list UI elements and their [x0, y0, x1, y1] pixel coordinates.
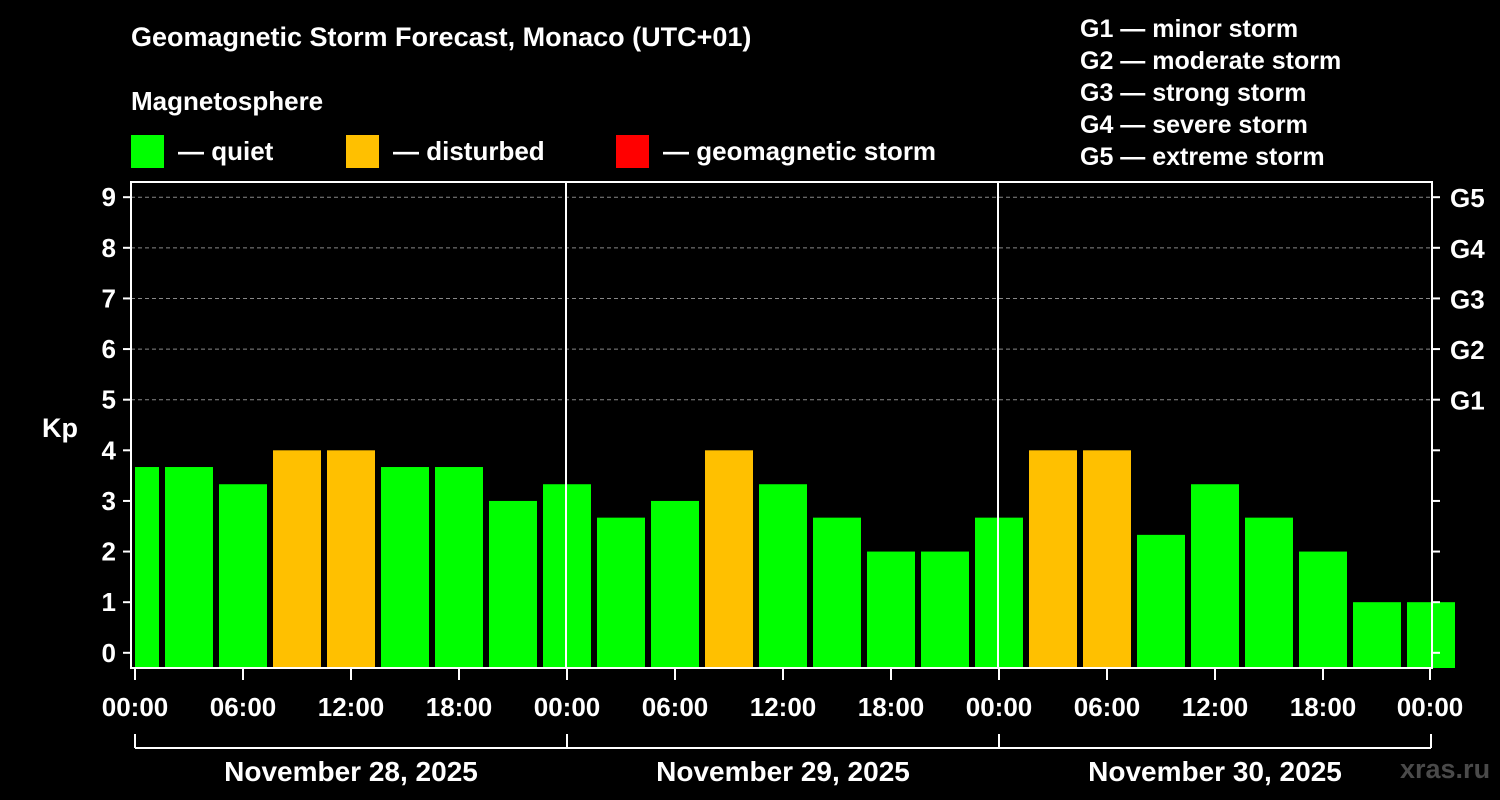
kp-bar [867, 551, 915, 668]
x-tick-label: 12:00 [750, 692, 817, 722]
y-tick-label: 7 [102, 283, 116, 313]
legend-label-quiet: — quiet [178, 135, 274, 166]
y-tick-label: 1 [102, 587, 116, 617]
y-tick-label: 9 [102, 182, 116, 212]
g-scale-item: G3 — strong storm [1080, 79, 1307, 107]
g-level-label: G1 [1450, 386, 1485, 416]
g-scale-item: G1 — minor storm [1080, 15, 1299, 43]
legend-label-storm: — geomagnetic storm [663, 135, 937, 166]
day-label: November 28, 2025 [224, 756, 478, 787]
x-tick-label: 12:00 [318, 692, 385, 722]
kp-bar [1353, 602, 1401, 668]
watermark: xras.ru [1400, 754, 1491, 784]
y-tick-label: 0 [102, 638, 116, 668]
y-tick-label: 5 [102, 385, 116, 415]
x-tick-label: 06:00 [642, 692, 709, 722]
x-tick-label: 00:00 [102, 692, 169, 722]
kp-bar [273, 450, 321, 668]
kp-bar [165, 467, 213, 668]
x-tick-label: 18:00 [858, 692, 925, 722]
kp-bar [435, 467, 483, 668]
g-level-label: G2 [1450, 335, 1485, 365]
kp-bar [327, 450, 375, 668]
y-tick-label: 6 [102, 334, 116, 364]
legend-swatch-storm [616, 134, 649, 168]
y-tick-label: 2 [102, 537, 116, 567]
kp-bar [219, 484, 267, 668]
x-tick-label: 00:00 [966, 692, 1033, 722]
x-tick-label: 18:00 [426, 692, 493, 722]
kp-bar [1029, 450, 1077, 668]
kp-bar [651, 500, 699, 668]
kp-bar [705, 450, 753, 668]
kp-bar [1137, 534, 1185, 668]
legend-item-storm: — geomagnetic storm [616, 134, 936, 168]
kp-bar [921, 551, 969, 668]
chart-title: Geomagnetic Storm Forecast, Monaco (UTC+… [131, 22, 752, 52]
kp-bar [381, 467, 429, 668]
kp-bar [1191, 484, 1239, 668]
legend-swatch-disturbed [346, 134, 379, 168]
g-scale-item: G4 — severe storm [1080, 111, 1308, 139]
x-tick-label: 00:00 [1397, 692, 1464, 722]
kp-bar [759, 484, 807, 668]
legend-item-disturbed: — disturbed [346, 134, 545, 168]
g-scale-item: G2 — moderate storm [1080, 47, 1342, 75]
y-tick-label: 3 [102, 486, 116, 516]
x-tick-label: 00:00 [534, 692, 601, 722]
g-level-label: G4 [1450, 234, 1485, 264]
g-scale-item: G5 — extreme storm [1080, 143, 1325, 171]
kp-bar [597, 517, 645, 668]
kp-bar [489, 500, 537, 668]
y-tick-label: 4 [102, 435, 117, 465]
x-tick-label: 12:00 [1182, 692, 1249, 722]
legend-swatch-quiet [131, 134, 164, 168]
legend-subtitle: Magnetosphere [131, 86, 324, 116]
g-level-label: G5 [1450, 183, 1485, 213]
plot-frame [130, 181, 1433, 669]
x-tick-label: 18:00 [1290, 692, 1357, 722]
day-label: November 29, 2025 [656, 756, 910, 787]
kp-bar [1299, 551, 1347, 668]
y-tick-label: 8 [102, 233, 116, 263]
kp-bar [1245, 517, 1293, 668]
kp-bar [135, 467, 159, 668]
g-level-label: G3 [1450, 284, 1485, 314]
kp-bar [1083, 450, 1131, 668]
legend-label-disturbed: — disturbed [393, 135, 545, 166]
legend-item-quiet: — quiet [131, 134, 273, 168]
kp-bar [813, 517, 861, 668]
x-tick-label: 06:00 [1074, 692, 1141, 722]
y-axis-title: Kp [42, 413, 78, 443]
x-tick-label: 06:00 [210, 692, 277, 722]
g-scale-legend: G1 — minor storm G2 — moderate storm G3 … [1080, 13, 1341, 173]
day-label: November 30, 2025 [1088, 756, 1342, 787]
